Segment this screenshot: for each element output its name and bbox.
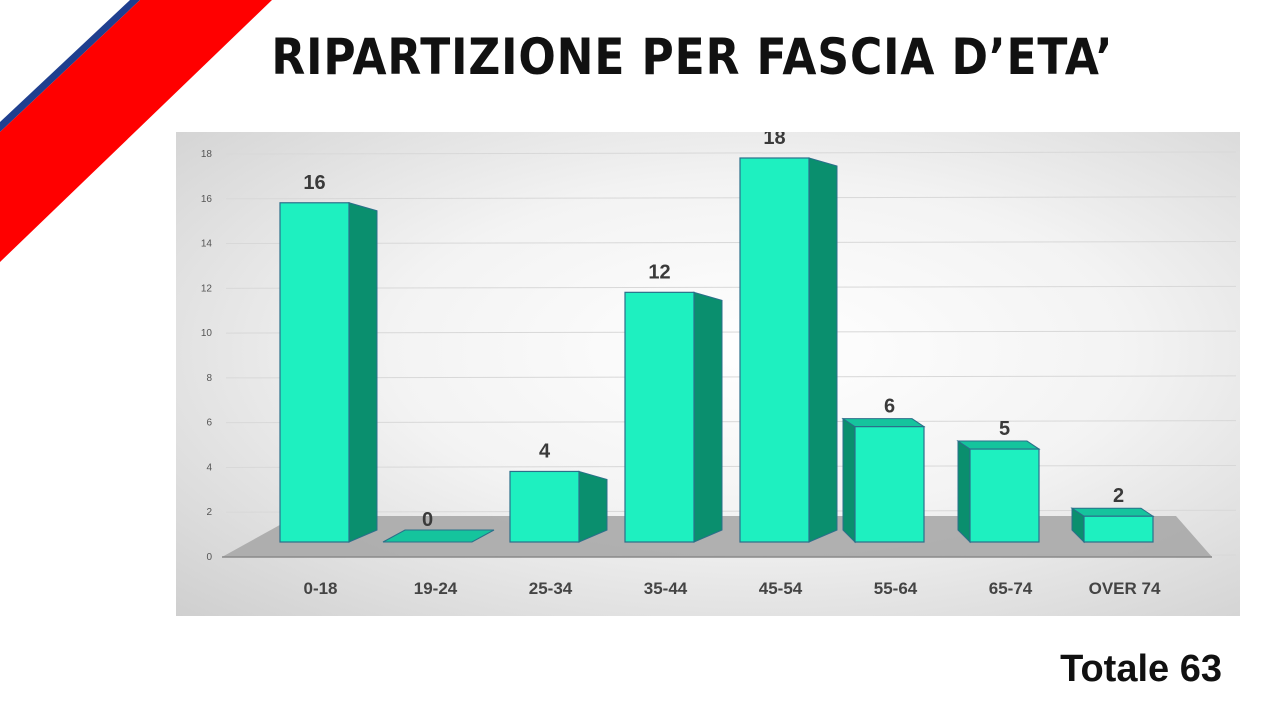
x-tick-label: 25-34 <box>529 579 573 598</box>
bar-front <box>509 470 580 543</box>
bar-front <box>854 426 925 543</box>
y-tick-label: 14 <box>201 239 213 250</box>
bar-25-34 <box>509 470 608 543</box>
bar-side <box>348 202 378 543</box>
bar-side <box>808 157 838 543</box>
x-tick-label: 45-54 <box>759 579 803 598</box>
y-tick-label: 6 <box>206 418 212 429</box>
x-tick-label: 55-64 <box>874 579 918 598</box>
bar-top <box>841 418 926 428</box>
data-label: 5 <box>999 418 1010 440</box>
bar-0-18 <box>279 202 378 543</box>
grid-line <box>225 509 1237 513</box>
y-tick-label: 2 <box>206 507 212 518</box>
x-tick-label: 0-18 <box>303 579 337 598</box>
y-tick-label: 10 <box>201 328 213 339</box>
y-tick-label: 12 <box>201 283 213 294</box>
grid-line <box>225 464 1237 468</box>
y-tick-label: 16 <box>201 194 213 205</box>
corner-stripe-decoration <box>0 0 272 262</box>
bar-top <box>1070 507 1155 517</box>
bar-55-64 <box>841 417 926 544</box>
chart-panel: 0 2 4 6 8 10 12 14 16 18 16 0 4 12 18 6 5 2 0-18 19-24 25-… <box>176 132 1240 616</box>
y-tick-label: 4 <box>206 462 212 473</box>
data-label: 12 <box>648 261 670 283</box>
bars <box>279 157 1155 544</box>
y-tick-label: 0 <box>206 552 212 563</box>
data-label: 18 <box>763 132 785 149</box>
bar-side <box>842 417 856 544</box>
bar-19-24 <box>382 529 495 543</box>
grid-line <box>225 241 1237 245</box>
bar-front <box>1083 515 1154 543</box>
y-tick-label: 8 <box>206 373 212 384</box>
x-tick-label: OVER 74 <box>1089 579 1161 598</box>
bar-front <box>279 202 350 543</box>
bar-side <box>693 291 723 543</box>
grid-line <box>225 285 1237 289</box>
total-label: Totale 63 <box>1060 648 1222 690</box>
page-title: RIPARTIZIONE PER FASCIA D’ETA’ <box>271 28 1114 86</box>
grid-line <box>225 196 1237 200</box>
bar-front <box>969 448 1040 543</box>
bar-side <box>578 470 608 543</box>
grid-line <box>225 330 1237 334</box>
bar-front <box>624 291 695 543</box>
x-axis-ticks: 0-18 19-24 25-34 35-44 45-54 55-64 65-74 OVER 7… <box>303 579 1160 598</box>
data-label: 4 <box>539 440 551 462</box>
y-axis-ticks: 0 2 4 6 8 10 12 14 16 18 <box>201 149 213 563</box>
data-labels: 16 0 4 12 18 6 5 2 <box>303 132 1124 531</box>
y-tick-label: 18 <box>201 149 213 160</box>
grid-line <box>225 420 1237 424</box>
bar-65-74 <box>956 440 1041 544</box>
x-tick-label: 19-24 <box>414 579 458 598</box>
bar-side <box>957 440 971 544</box>
bar-front <box>739 157 810 543</box>
x-tick-label: 35-44 <box>644 579 688 598</box>
bar-top <box>956 440 1041 450</box>
corner-stripe-red-band <box>0 0 272 262</box>
grid-line <box>225 151 1237 155</box>
data-label: 2 <box>1113 485 1124 507</box>
bar-flat-top <box>382 529 495 543</box>
x-tick-label: 65-74 <box>989 579 1033 598</box>
bar-chart: 0 2 4 6 8 10 12 14 16 18 16 0 4 12 18 6 5 2 0-18 19-24 25-… <box>201 132 1237 598</box>
bar-45-54 <box>739 157 838 543</box>
grid-line <box>225 375 1237 379</box>
data-label: 16 <box>303 172 325 194</box>
data-label: 0 <box>422 509 433 531</box>
bar-35-44 <box>624 291 723 543</box>
bar-OVER 74 <box>1070 507 1155 544</box>
data-label: 6 <box>884 396 895 418</box>
